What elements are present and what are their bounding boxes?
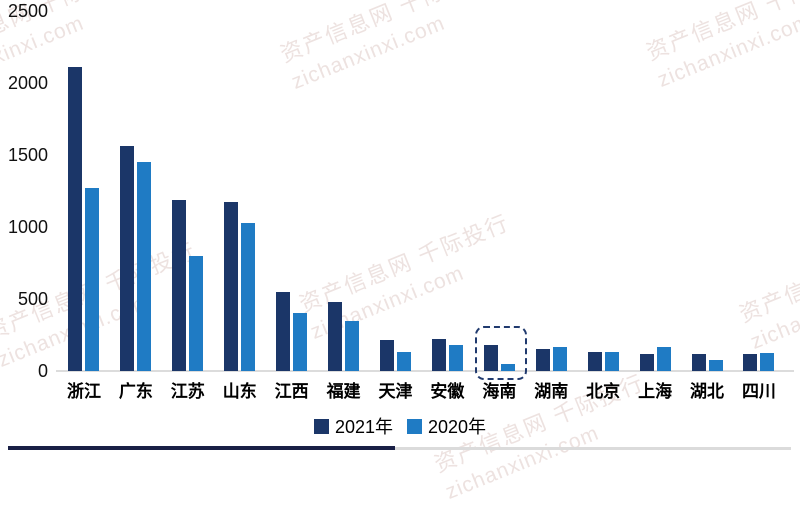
bar-2021年-江西[interactable] [276,292,291,371]
bar-group-浙江 [58,11,110,371]
legend-item-2020年[interactable]: 2020年 [407,413,486,439]
bar-group-广东 [110,11,162,371]
bar-2020年-江西[interactable] [293,313,308,371]
x-axis-label-四川: 四川 [741,382,776,401]
bar-group-安徽 [421,11,473,371]
x-axis-label-湖南: 湖南 [534,382,569,401]
bar-2021年-山东[interactable] [224,202,239,371]
bar-2021年-江苏[interactable] [172,200,187,371]
y-tick-label: 2000 [7,73,48,93]
chart-legend: 2021年 2020年 [0,413,800,439]
bar-group-山东 [214,11,266,371]
plot-area [58,11,785,371]
bar-2021年-海南[interactable] [483,345,498,371]
legend-label: 2020年 [428,417,487,437]
bar-2021年-天津[interactable] [379,340,394,371]
x-axis-label-安徽: 安徽 [430,382,465,401]
legend-swatch-icon [313,418,329,434]
y-tick-label: 0 [37,361,48,381]
bar-group-福建 [318,11,370,371]
bar-group-湖北 [681,11,733,371]
bar-2021年-浙江[interactable] [68,67,83,371]
bar-2021年-安徽[interactable] [431,339,446,371]
x-axis-label-福建: 福建 [326,382,361,401]
bar-2021年-北京[interactable] [587,352,602,371]
y-tick-label: 1500 [7,145,48,165]
bar-2021年-上海[interactable] [639,354,654,371]
y-tick-label: 2500 [7,1,48,21]
bottom-divider-dark-segment [8,446,395,450]
bar-2020年-广东[interactable] [137,162,152,371]
bar-2020年-上海[interactable] [656,347,671,371]
x-axis-label-江西: 江西 [274,382,309,401]
bar-group-天津 [370,11,422,371]
bar-group-北京 [577,11,629,371]
bar-2020年-湖北[interactable] [708,360,723,371]
bar-2020年-四川[interactable] [760,353,775,371]
bar-2020年-海南[interactable] [500,364,515,371]
bar-2020年-福建[interactable] [345,321,360,371]
y-tick-label: 1000 [7,217,48,237]
x-axis-label-广东: 广东 [118,382,153,401]
bar-2020年-天津[interactable] [396,352,411,371]
bar-2020年-北京[interactable] [604,352,619,371]
bar-group-湖南 [525,11,577,371]
x-axis-label-海南: 海南 [482,382,517,401]
legend-label: 2021年 [334,417,393,437]
bar-2021年-湖北[interactable] [691,354,706,371]
bar-2020年-湖南[interactable] [552,347,567,371]
legend-swatch-icon [407,418,422,434]
x-axis-line [56,370,794,372]
x-axis-label-浙江: 浙江 [66,382,101,401]
bar-2020年-浙江[interactable] [85,188,100,371]
bar-2021年-福建[interactable] [328,302,343,371]
bar-2020年-安徽[interactable] [448,345,463,371]
x-axis-label-北京: 北京 [586,382,621,401]
bar-group-海南 [473,11,525,371]
bar-2020年-山东[interactable] [241,223,256,371]
x-axis-labels: 浙江 广东 江苏 山东 江西 福建 天津 安徽 海南 湖南 北京 上海 湖北 四川 [58,377,785,402]
bar-group-江苏 [162,11,214,371]
y-tick-label: 500 [17,289,48,309]
bar-2020年-江苏[interactable] [189,256,204,371]
x-axis-label-江苏: 江苏 [170,382,205,401]
bar-2021年-广东[interactable] [120,146,135,371]
x-axis-label-上海: 上海 [638,382,673,401]
x-axis-label-天津: 天津 [378,382,413,401]
bar-group-四川 [733,11,785,371]
x-axis-label-山东: 山东 [222,382,257,401]
selection-dashed-box [475,326,527,380]
bottom-divider-gray-segment [395,447,791,450]
bar-2021年-四川[interactable] [743,354,758,371]
legend-item-2021年[interactable]: 2021年 [313,413,393,439]
x-axis-label-湖北: 湖北 [690,382,725,401]
bar-group-江西 [266,11,318,371]
bar-2021年-湖南[interactable] [535,349,550,371]
bar-group-上海 [629,11,681,371]
